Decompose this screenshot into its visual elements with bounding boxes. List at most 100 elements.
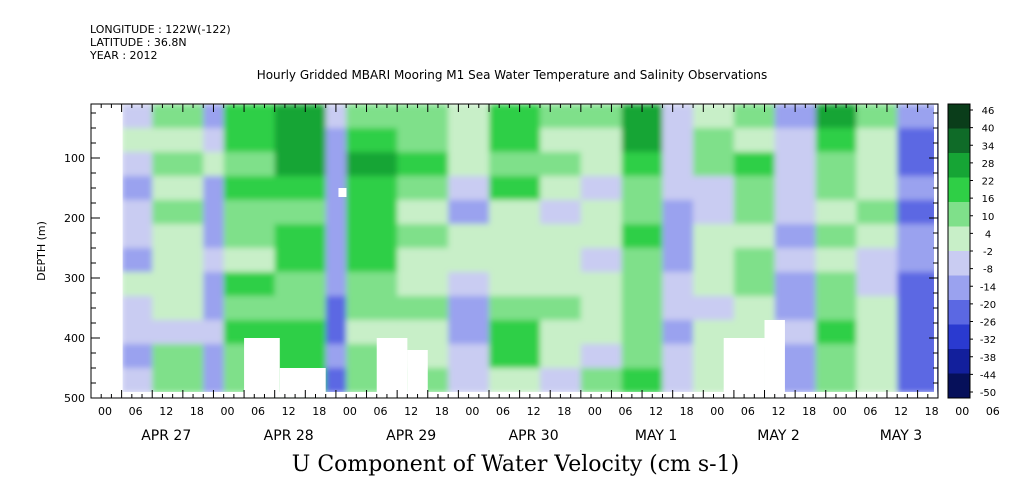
heatmap-cell <box>152 272 205 297</box>
heatmap-cell <box>580 224 623 249</box>
heatmap-cell <box>856 296 899 321</box>
heatmap-cell <box>274 272 327 297</box>
heatmap-cell <box>203 368 225 393</box>
x-tick-label: 12 <box>404 405 418 418</box>
heatmap-cell <box>325 200 348 225</box>
x-tick-label: 12 <box>894 405 908 418</box>
colorbar-swatch <box>948 202 970 227</box>
heatmap-cell <box>203 176 225 201</box>
heatmap-cell <box>693 128 735 153</box>
heatmap-cell <box>325 224 348 249</box>
heatmap-cell <box>274 104 327 129</box>
heatmap-cell <box>346 272 399 297</box>
heatmap-cell <box>397 248 450 273</box>
heatmap-cell <box>580 152 623 177</box>
heatmap-cell <box>897 128 938 153</box>
heatmap-cell <box>897 272 938 297</box>
heatmap-cell <box>203 128 225 153</box>
colorbar-swatch <box>948 373 970 399</box>
heatmap-cell <box>621 224 664 249</box>
x-day-label: APR 28 <box>264 428 314 444</box>
heatmap-cell <box>152 152 205 177</box>
heatmap-cell <box>693 296 735 321</box>
heatmap-cell <box>815 128 858 153</box>
x-tick-label: 00 <box>343 405 357 418</box>
heatmap-cell <box>733 224 776 249</box>
heatmap-cell <box>448 224 490 249</box>
heatmap-cell <box>693 176 735 201</box>
heatmap-cell <box>662 128 695 153</box>
y-tick-label: 100 <box>64 152 85 165</box>
colorbar-swatch <box>948 275 970 301</box>
heatmap-cell <box>662 344 695 369</box>
heatmap-cell <box>621 248 664 273</box>
y-axis: 100 200 300 400 500 <box>64 112 938 405</box>
heatmap-cell <box>856 272 899 297</box>
x-tick-label: 12 <box>282 405 296 418</box>
heatmap-cell <box>121 176 154 201</box>
heatmap-cell <box>121 104 154 129</box>
heatmap-cell <box>856 344 899 369</box>
heatmap-cell <box>815 272 858 297</box>
colorbar-label: 16 <box>982 194 995 205</box>
heatmap-cell <box>815 176 858 201</box>
heatmap-cell <box>448 320 490 345</box>
heatmap-cell <box>448 248 490 273</box>
heatmap-cell <box>540 272 582 297</box>
longitude-label: LONGITUDE : 122W(-122) <box>90 23 231 36</box>
heatmap-cell <box>856 176 899 201</box>
heatmap-cell <box>733 272 776 297</box>
heatmap-cell <box>152 128 205 153</box>
heatmap-cell <box>662 368 695 393</box>
heatmap-cell <box>774 104 817 129</box>
colorbar-label: 34 <box>982 141 995 152</box>
x-tick-label: 00 <box>710 405 724 418</box>
x-tick-label: 00 <box>465 405 479 418</box>
heatmap-cell <box>856 104 899 129</box>
heatmap-cell <box>856 368 899 393</box>
colorbar-swatch <box>948 104 970 129</box>
y-tick-label: 500 <box>64 392 85 405</box>
heatmap-cell <box>203 296 225 321</box>
mask-spot <box>338 188 347 197</box>
colorbar-swatch <box>948 324 970 350</box>
x-tick-label: 12 <box>527 405 541 418</box>
x-tick-label: 12 <box>649 405 663 418</box>
mask-gap <box>376 338 408 393</box>
heatmap-cell <box>621 128 664 153</box>
heatmap-cell <box>621 272 664 297</box>
heatmap-cell <box>152 176 205 201</box>
y-axis-label: DEPTH (m) <box>35 221 48 281</box>
heatmap-cell <box>540 200 582 225</box>
x-tick-label: 06 <box>374 405 388 418</box>
heatmap-cell <box>774 176 817 201</box>
heatmap-cell <box>448 104 490 129</box>
heatmap-cell <box>346 128 399 153</box>
heatmap-cell <box>346 104 399 129</box>
heatmap-cell <box>203 104 225 129</box>
heatmap-cell <box>203 224 225 249</box>
heatmap-cell <box>203 320 225 345</box>
colorbar-label: -32 <box>980 335 996 346</box>
heatmap-cell <box>274 344 327 369</box>
heatmap-cell <box>856 152 899 177</box>
heatmap-cell <box>580 296 623 321</box>
heatmap-cell <box>662 320 695 345</box>
colorbar-swatch <box>948 300 970 325</box>
heatmap-cell <box>774 296 817 321</box>
mask-gap <box>764 320 785 393</box>
heatmap-cell <box>397 296 450 321</box>
heatmap-cell <box>621 320 664 345</box>
x-tick-label: 00 <box>588 405 602 418</box>
heatmap-cell <box>448 344 490 369</box>
x-tick-label: 18 <box>557 405 571 418</box>
heatmap-cell <box>397 224 450 249</box>
heatmap-cell <box>121 152 154 177</box>
heatmap-cell <box>540 296 582 321</box>
heatmap-cell <box>203 344 225 369</box>
x-tick-label: 18 <box>802 405 816 418</box>
year-label: YEAR : 2012 <box>90 49 158 62</box>
heatmap-cell <box>397 200 450 225</box>
heatmap-cell <box>152 296 205 321</box>
x-tick-label: 06 <box>741 405 755 418</box>
